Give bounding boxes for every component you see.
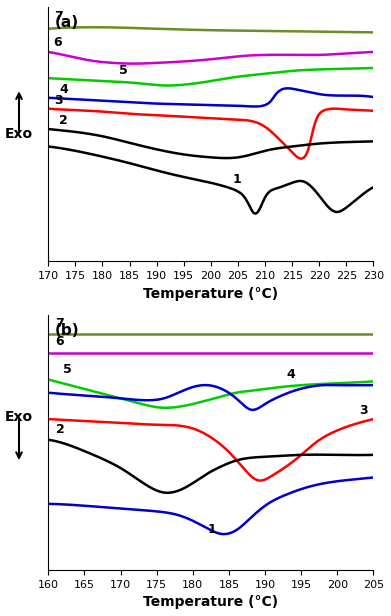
Text: (b): (b) bbox=[55, 323, 79, 338]
Text: 3: 3 bbox=[54, 94, 62, 107]
Text: 5: 5 bbox=[119, 65, 127, 78]
Text: 7: 7 bbox=[56, 317, 64, 330]
X-axis label: Temperature (°C): Temperature (°C) bbox=[143, 595, 278, 609]
Text: 6: 6 bbox=[56, 336, 64, 349]
Text: Exo: Exo bbox=[5, 127, 33, 141]
Text: 4: 4 bbox=[59, 83, 68, 96]
Text: 6: 6 bbox=[54, 36, 62, 49]
Text: 2: 2 bbox=[59, 114, 68, 127]
X-axis label: Temperature (°C): Temperature (°C) bbox=[143, 286, 278, 301]
Text: 5: 5 bbox=[63, 363, 72, 376]
Text: 4: 4 bbox=[287, 368, 296, 381]
Text: 1: 1 bbox=[207, 523, 216, 536]
Text: 3: 3 bbox=[359, 404, 368, 417]
Text: (a): (a) bbox=[55, 15, 79, 30]
Text: 7: 7 bbox=[54, 10, 63, 23]
Text: 2: 2 bbox=[56, 423, 64, 436]
Text: Exo: Exo bbox=[5, 410, 33, 424]
Text: 1: 1 bbox=[233, 172, 241, 185]
